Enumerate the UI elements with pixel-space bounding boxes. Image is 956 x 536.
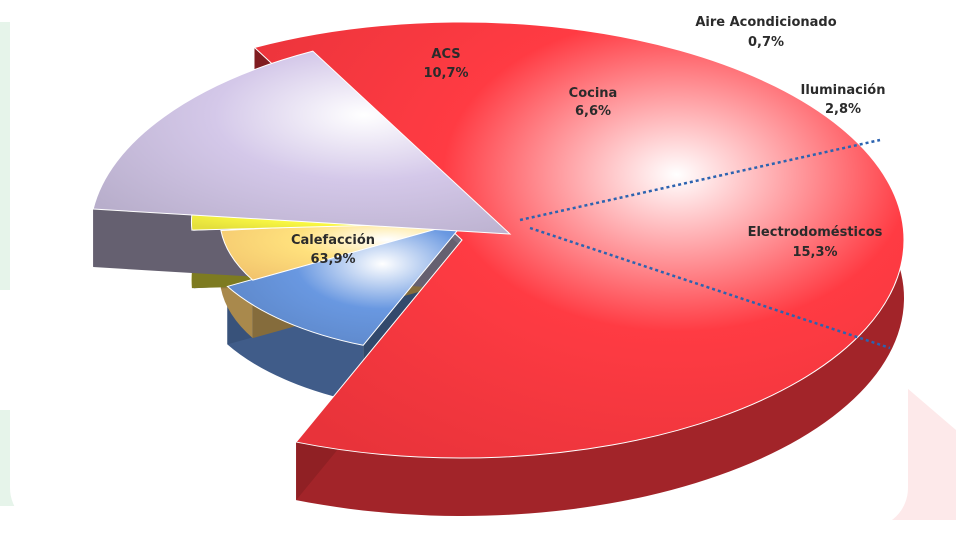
slice-label-name-acs: ACS [431,47,460,62]
slice-label-value-calefaccion: 63,9% [310,252,355,267]
slice-cocina [220,217,477,281]
slice-top-layer [92,21,905,459]
slice-label-value-electrodomesticos: 15,3% [792,245,837,260]
slice-label-name-iluminacion: Iluminación [801,83,886,98]
slice-label-name-cocina: Cocina [569,86,618,101]
slice-label-value-cocina: 6,6% [575,104,611,119]
slice-label-value-acs: 10,7% [423,66,468,81]
slice-label-name-electrodomesticos: Electrodomésticos [748,225,883,240]
guide-line [519,138,881,222]
slice-label-value-iluminacion: 2,8% [825,102,861,117]
slice-label-name-aire: Aire Acondicionado [695,15,836,30]
slice-labels: Calefacción 63,9% ACS 10,7% Cocina 6,6% … [291,15,886,267]
slice-calefaccion [253,21,905,459]
slice-electrodomesticos [92,50,512,235]
slice-label-value-aire: 0,7% [748,35,784,50]
guide-lines [519,138,891,350]
slice-label-name-calefaccion: Calefacción [291,233,375,248]
slice-acs [226,219,468,346]
